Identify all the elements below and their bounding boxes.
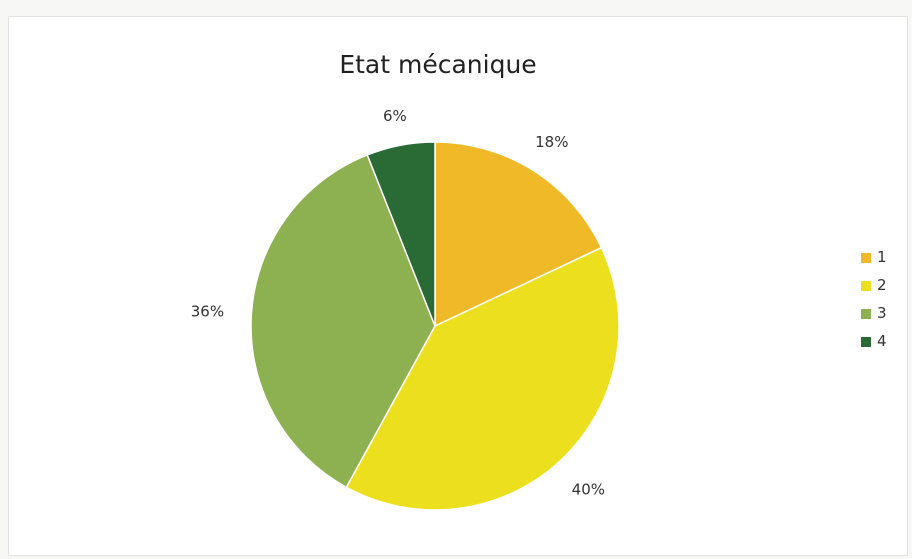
legend-label-3: 3: [877, 304, 887, 322]
legend-swatch-1: [861, 253, 871, 263]
pie-slice-3: [250, 153, 436, 489]
pie-slices: [250, 141, 620, 511]
legend-swatch-3: [861, 309, 871, 319]
legend-swatch-4: [861, 337, 871, 347]
legend-swatch-2: [861, 281, 871, 291]
pie-slice-1: [434, 141, 603, 328]
legend-label-2: 2: [877, 276, 887, 294]
pie-chart: Etat mécanique 18% 40% 36% 6% 1 2 3 4: [191, 50, 887, 511]
data-label-2: 40%: [572, 480, 605, 498]
pie-slice-4: [366, 141, 436, 327]
data-labels: 18% 40% 36% 6%: [191, 107, 605, 498]
chart-title: Etat mécanique: [339, 50, 536, 79]
data-label-1: 18%: [535, 133, 568, 151]
chart-frame: Etat mécanique 18% 40% 36% 6% 1 2 3 4: [8, 16, 908, 556]
pie-slice-2: [345, 246, 620, 511]
legend: 1 2 3 4: [861, 248, 887, 350]
legend-label-4: 4: [877, 332, 887, 350]
data-label-3: 36%: [191, 303, 224, 321]
data-label-4: 6%: [383, 107, 407, 125]
legend-label-1: 1: [877, 248, 887, 266]
